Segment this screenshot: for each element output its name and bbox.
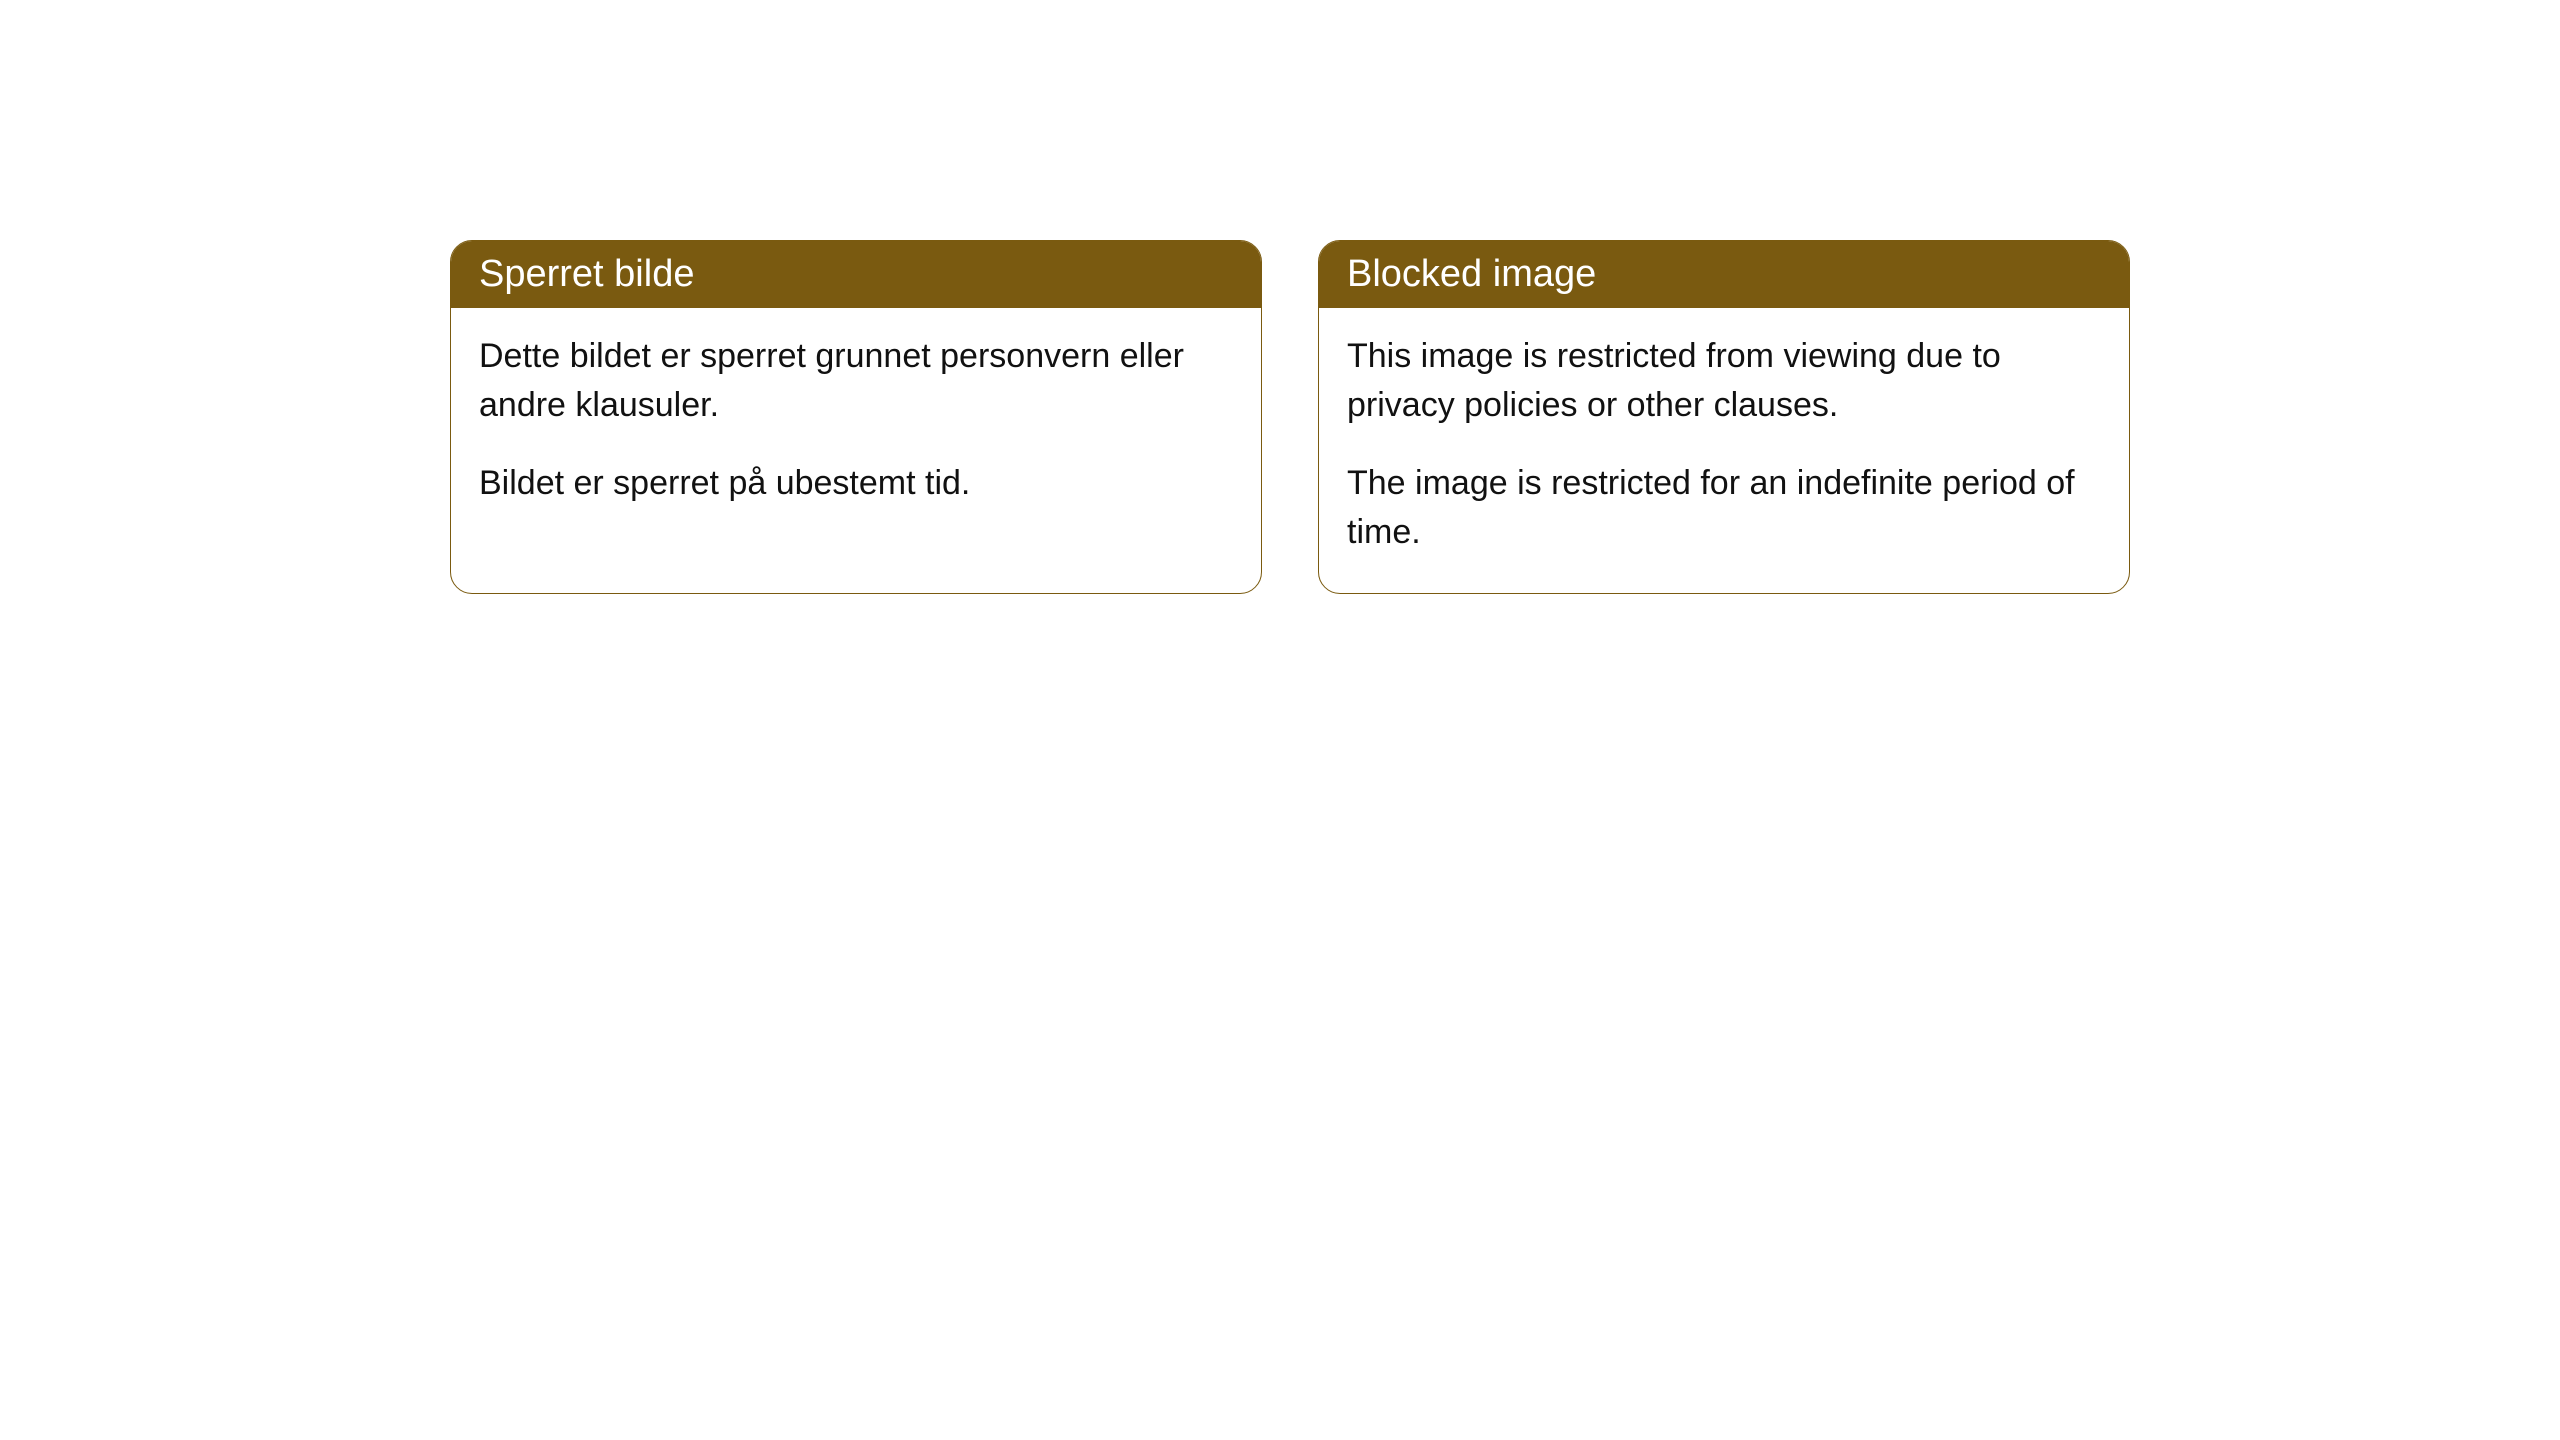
blocked-image-card-english: Blocked image This image is restricted f… <box>1318 240 2130 594</box>
blocked-image-card-norwegian: Sperret bilde Dette bildet er sperret gr… <box>450 240 1262 594</box>
card-title: Blocked image <box>1347 253 1596 295</box>
card-header: Blocked image <box>1319 241 2129 308</box>
card-paragraph: The image is restricted for an indefinit… <box>1347 459 2101 558</box>
card-body: Dette bildet er sperret grunnet personve… <box>451 308 1261 544</box>
card-paragraph: This image is restricted from viewing du… <box>1347 332 2101 431</box>
card-header: Sperret bilde <box>451 241 1261 308</box>
card-paragraph: Dette bildet er sperret grunnet personve… <box>479 332 1233 431</box>
card-title: Sperret bilde <box>479 253 694 295</box>
cards-container: Sperret bilde Dette bildet er sperret gr… <box>450 240 2130 594</box>
card-paragraph: Bildet er sperret på ubestemt tid. <box>479 459 1233 508</box>
card-body: This image is restricted from viewing du… <box>1319 308 2129 593</box>
